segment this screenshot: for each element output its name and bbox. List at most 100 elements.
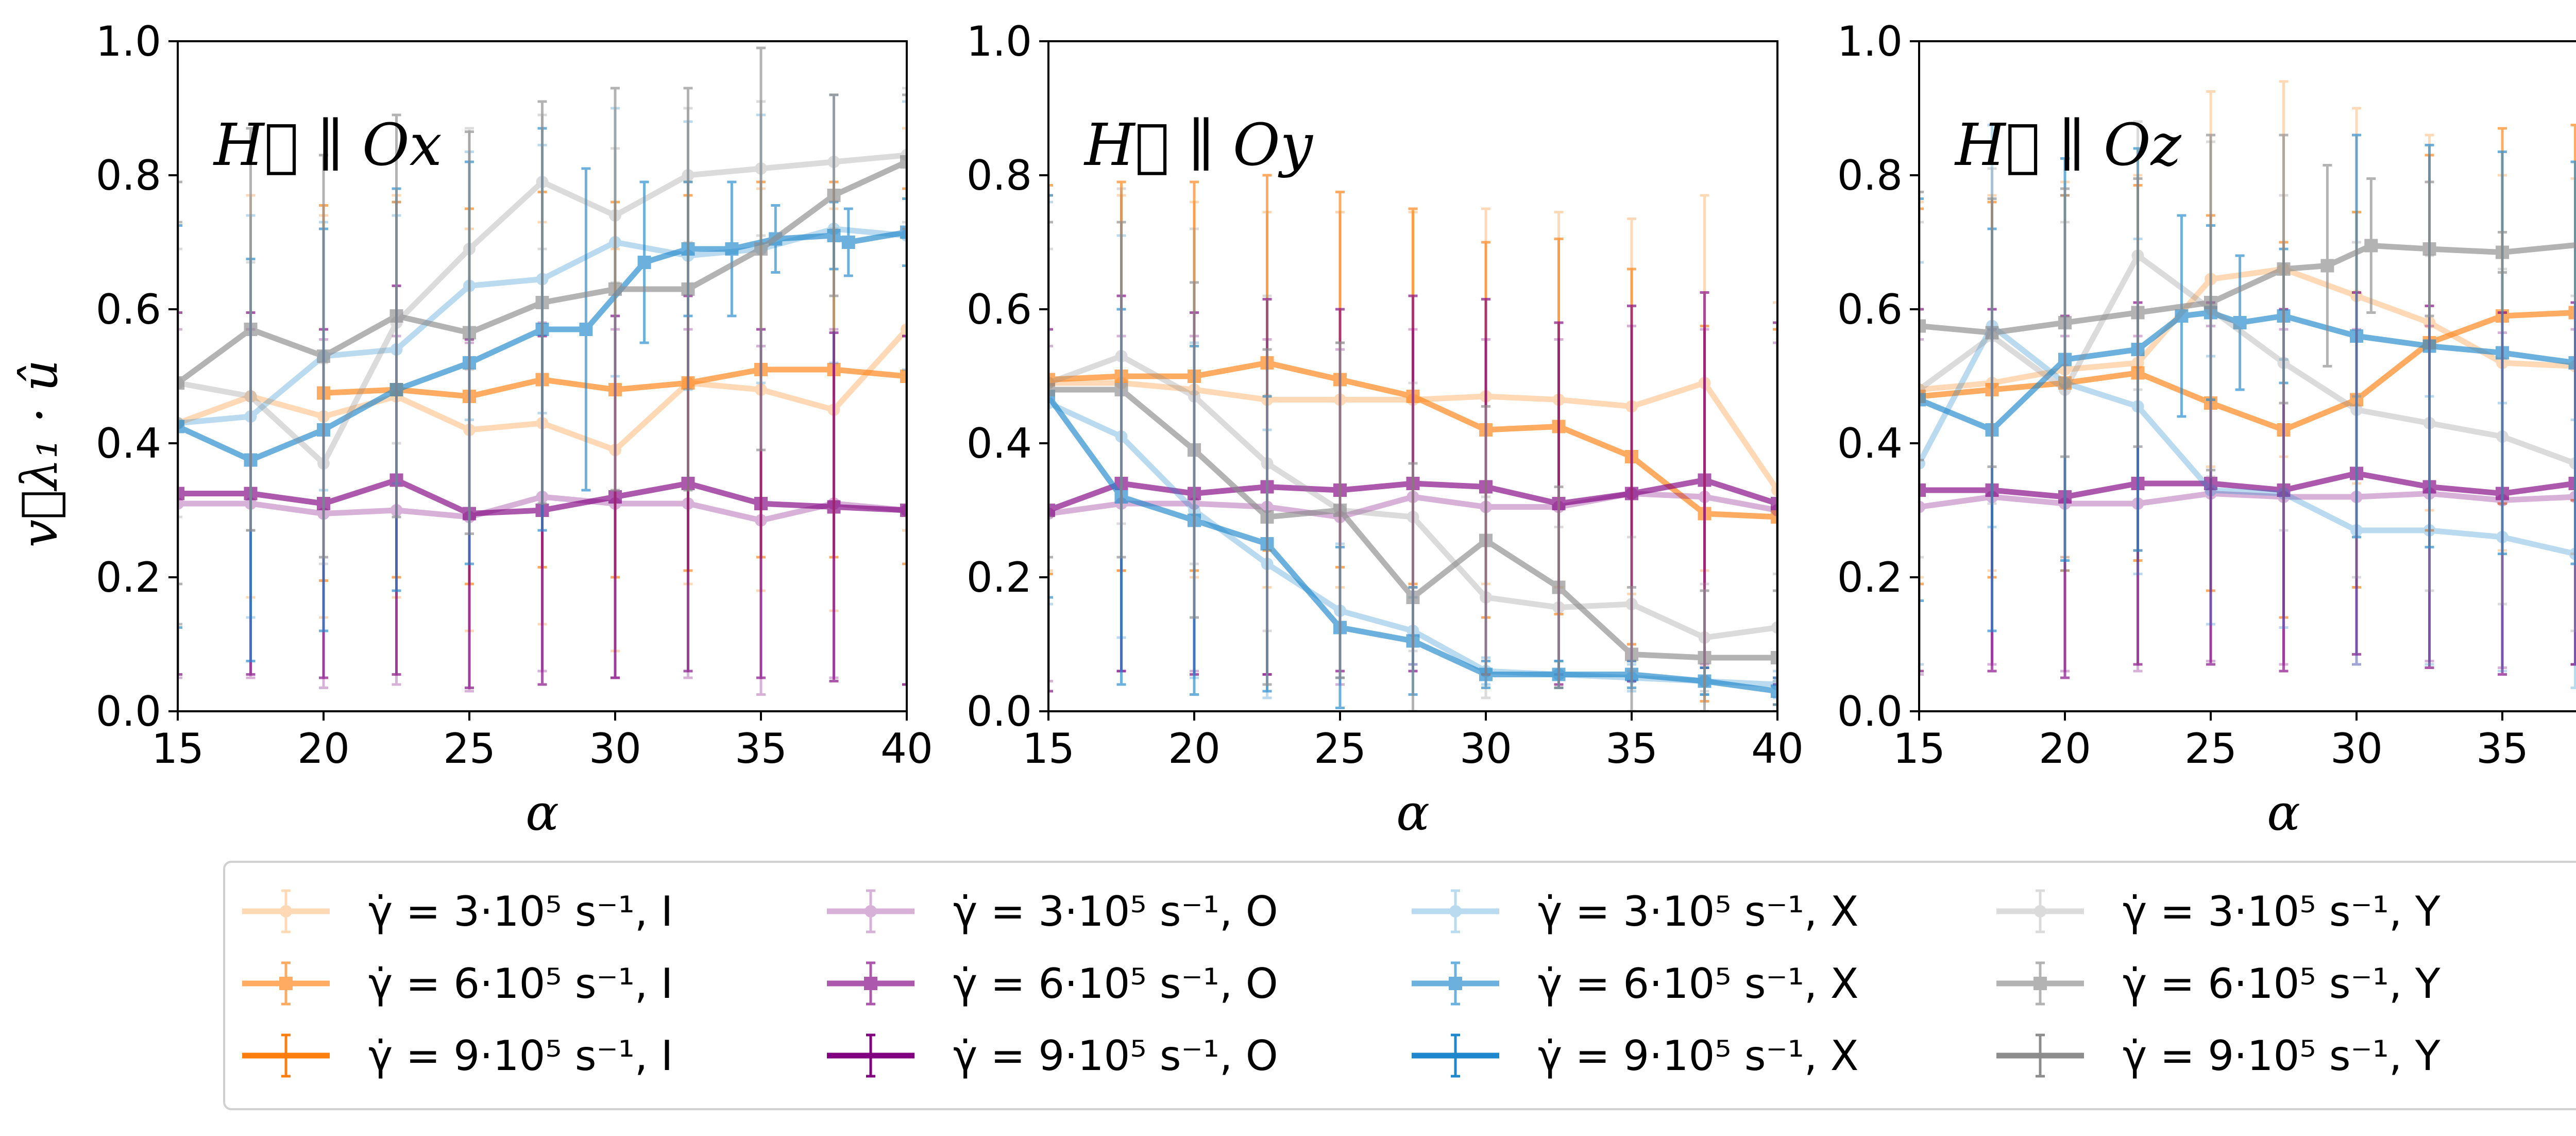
panel-title: H⃗ ∥ Oz <box>1954 112 2182 179</box>
x-tick-label: 35 <box>1605 725 1658 773</box>
legend-frame <box>223 861 2576 1110</box>
legend-item: γ̇ = 3·10⁵ s⁻¹, I <box>242 888 673 935</box>
axes-frame <box>1918 40 2576 712</box>
y-tick-label: 0.2 <box>96 554 161 602</box>
series-1-8 <box>178 46 907 586</box>
error-bar <box>902 87 907 224</box>
data-point <box>1479 533 1493 547</box>
data-point <box>1771 484 1777 496</box>
legend-label: γ̇ = 3·10⁵ s⁻¹, X <box>1538 888 1859 935</box>
error-bar <box>178 328 182 679</box>
x-tick-label: 25 <box>1314 725 1366 773</box>
legend-marker <box>1449 905 1462 917</box>
error-bar <box>1048 184 1053 575</box>
data-point <box>1048 504 1055 517</box>
data-point <box>2204 296 2217 309</box>
y-tick-label: 0.4 <box>967 420 1032 467</box>
error-bar <box>902 93 907 230</box>
legend-label: γ̇ = 9·10⁵ s⁻¹, Y <box>2123 1032 2441 1080</box>
legend-label: γ̇ = 6·10⁵ s⁻¹, Y <box>2123 960 2441 1008</box>
data-point <box>1625 647 1638 661</box>
series-3-2 <box>1919 124 2576 619</box>
x-tick-label: 15 <box>151 725 204 773</box>
data-point <box>244 323 258 336</box>
data-point <box>1919 319 1926 333</box>
y-tick-label: 0.0 <box>1837 688 1903 736</box>
data-point <box>2277 262 2291 276</box>
axes-frame <box>177 40 908 712</box>
legend-item: γ̇ = 6·10⁵ s⁻¹, I <box>242 960 673 1008</box>
data-point <box>2569 457 2576 470</box>
legend-label: γ̇ = 3·10⁵ s⁻¹, Y <box>2123 888 2441 935</box>
data-point <box>178 487 184 500</box>
x-axis-label: α <box>526 784 559 842</box>
series-line <box>1919 242 2576 336</box>
legend-label: γ̇ = 9·10⁵ s⁻¹, O <box>953 1032 1278 1080</box>
panel-title: H⃗ ∥ Ox <box>213 112 442 179</box>
data-point <box>2364 239 2378 253</box>
error-bar <box>1408 462 1418 711</box>
data-point <box>1919 483 1926 497</box>
series-2-8 <box>1048 221 1777 711</box>
series-3-8 <box>1919 133 2576 472</box>
x-axis-label: α <box>1396 784 1430 842</box>
data-point <box>2131 306 2145 320</box>
data-point <box>2422 242 2436 256</box>
data-point <box>535 296 549 309</box>
data-point <box>1771 621 1777 634</box>
x-tick-label: 30 <box>1460 725 1512 773</box>
data-point <box>2204 477 2217 490</box>
error-bar <box>902 127 907 532</box>
data-point <box>2496 346 2509 360</box>
y-tick-label: 0.4 <box>96 420 161 467</box>
error-bar <box>902 197 907 267</box>
y-tick-label: 1.0 <box>967 18 1032 65</box>
data-point <box>901 323 907 336</box>
error-bar <box>1048 201 1053 606</box>
legend-marker <box>865 905 877 917</box>
legend-item: γ̇ = 3·10⁵ s⁻¹, Y <box>1996 888 2441 935</box>
data-point <box>1771 510 1777 524</box>
data-point <box>2277 483 2291 497</box>
legend-item: γ̇ = 9·10⁵ s⁻¹, I <box>242 1032 673 1080</box>
y-tick-label: 0.8 <box>96 152 161 199</box>
panel-1: 15 20 25 30 35 40 0.0 0.2 0.4 0.6 0.8 1.0 α H⃗ ∥ Ox <box>96 18 933 842</box>
data-point <box>1406 591 1420 604</box>
x-tick-label: 30 <box>589 725 641 773</box>
legend-label: γ̇ = 3·10⁵ s⁻¹, I <box>368 888 673 935</box>
panels: 15 20 25 30 35 400.00.20.40.60.81.0αH⃗ ∥ Ox15… <box>96 18 2576 842</box>
legend-label: γ̇ = 6·10⁵ s⁻¹, O <box>953 960 1278 1008</box>
y-tick-label: 0.6 <box>967 286 1032 333</box>
x-tick-label: 25 <box>2184 725 2237 773</box>
data-point <box>2423 417 2436 429</box>
data-point <box>827 189 841 202</box>
error-bar <box>1773 589 1777 711</box>
error-bar <box>178 221 182 626</box>
data-point <box>841 236 855 249</box>
data-point <box>2496 430 2509 443</box>
y-tick-label: 0.8 <box>967 152 1032 199</box>
data-point <box>1919 500 1925 513</box>
data-point <box>2175 309 2189 323</box>
data-point <box>2422 339 2436 353</box>
panel-2: 15 20 25 30 35 40 0.0 0.2 0.4 0.6 0.8 1.0 α H⃗ ∥ Oy <box>967 18 1804 842</box>
legend-label: γ̇ = 9·10⁵ s⁻¹, I <box>368 1032 673 1080</box>
y-tick-label: 0.2 <box>967 554 1032 602</box>
data-point <box>725 242 739 256</box>
data-point <box>2568 356 2576 370</box>
series-3-3 <box>1919 325 2576 676</box>
x-tick-label: 20 <box>1168 725 1221 773</box>
x-tick-label: 20 <box>2039 725 2091 773</box>
legend-item: γ̇ = 6·10⁵ s⁻¹, Y <box>1996 960 2441 1008</box>
legend-item: γ̇ = 6·10⁵ s⁻¹, X <box>1412 960 1859 1008</box>
y-tick-label: 0.4 <box>1837 420 1903 467</box>
data-point <box>2350 329 2363 343</box>
error-bar <box>902 187 907 565</box>
data-point <box>1919 383 1925 396</box>
data-point <box>2496 245 2509 259</box>
legend-item: γ̇ = 3·10⁵ s⁻¹, O <box>827 888 1278 935</box>
x-tick-label: 15 <box>1893 725 1945 773</box>
data-point <box>178 420 184 433</box>
